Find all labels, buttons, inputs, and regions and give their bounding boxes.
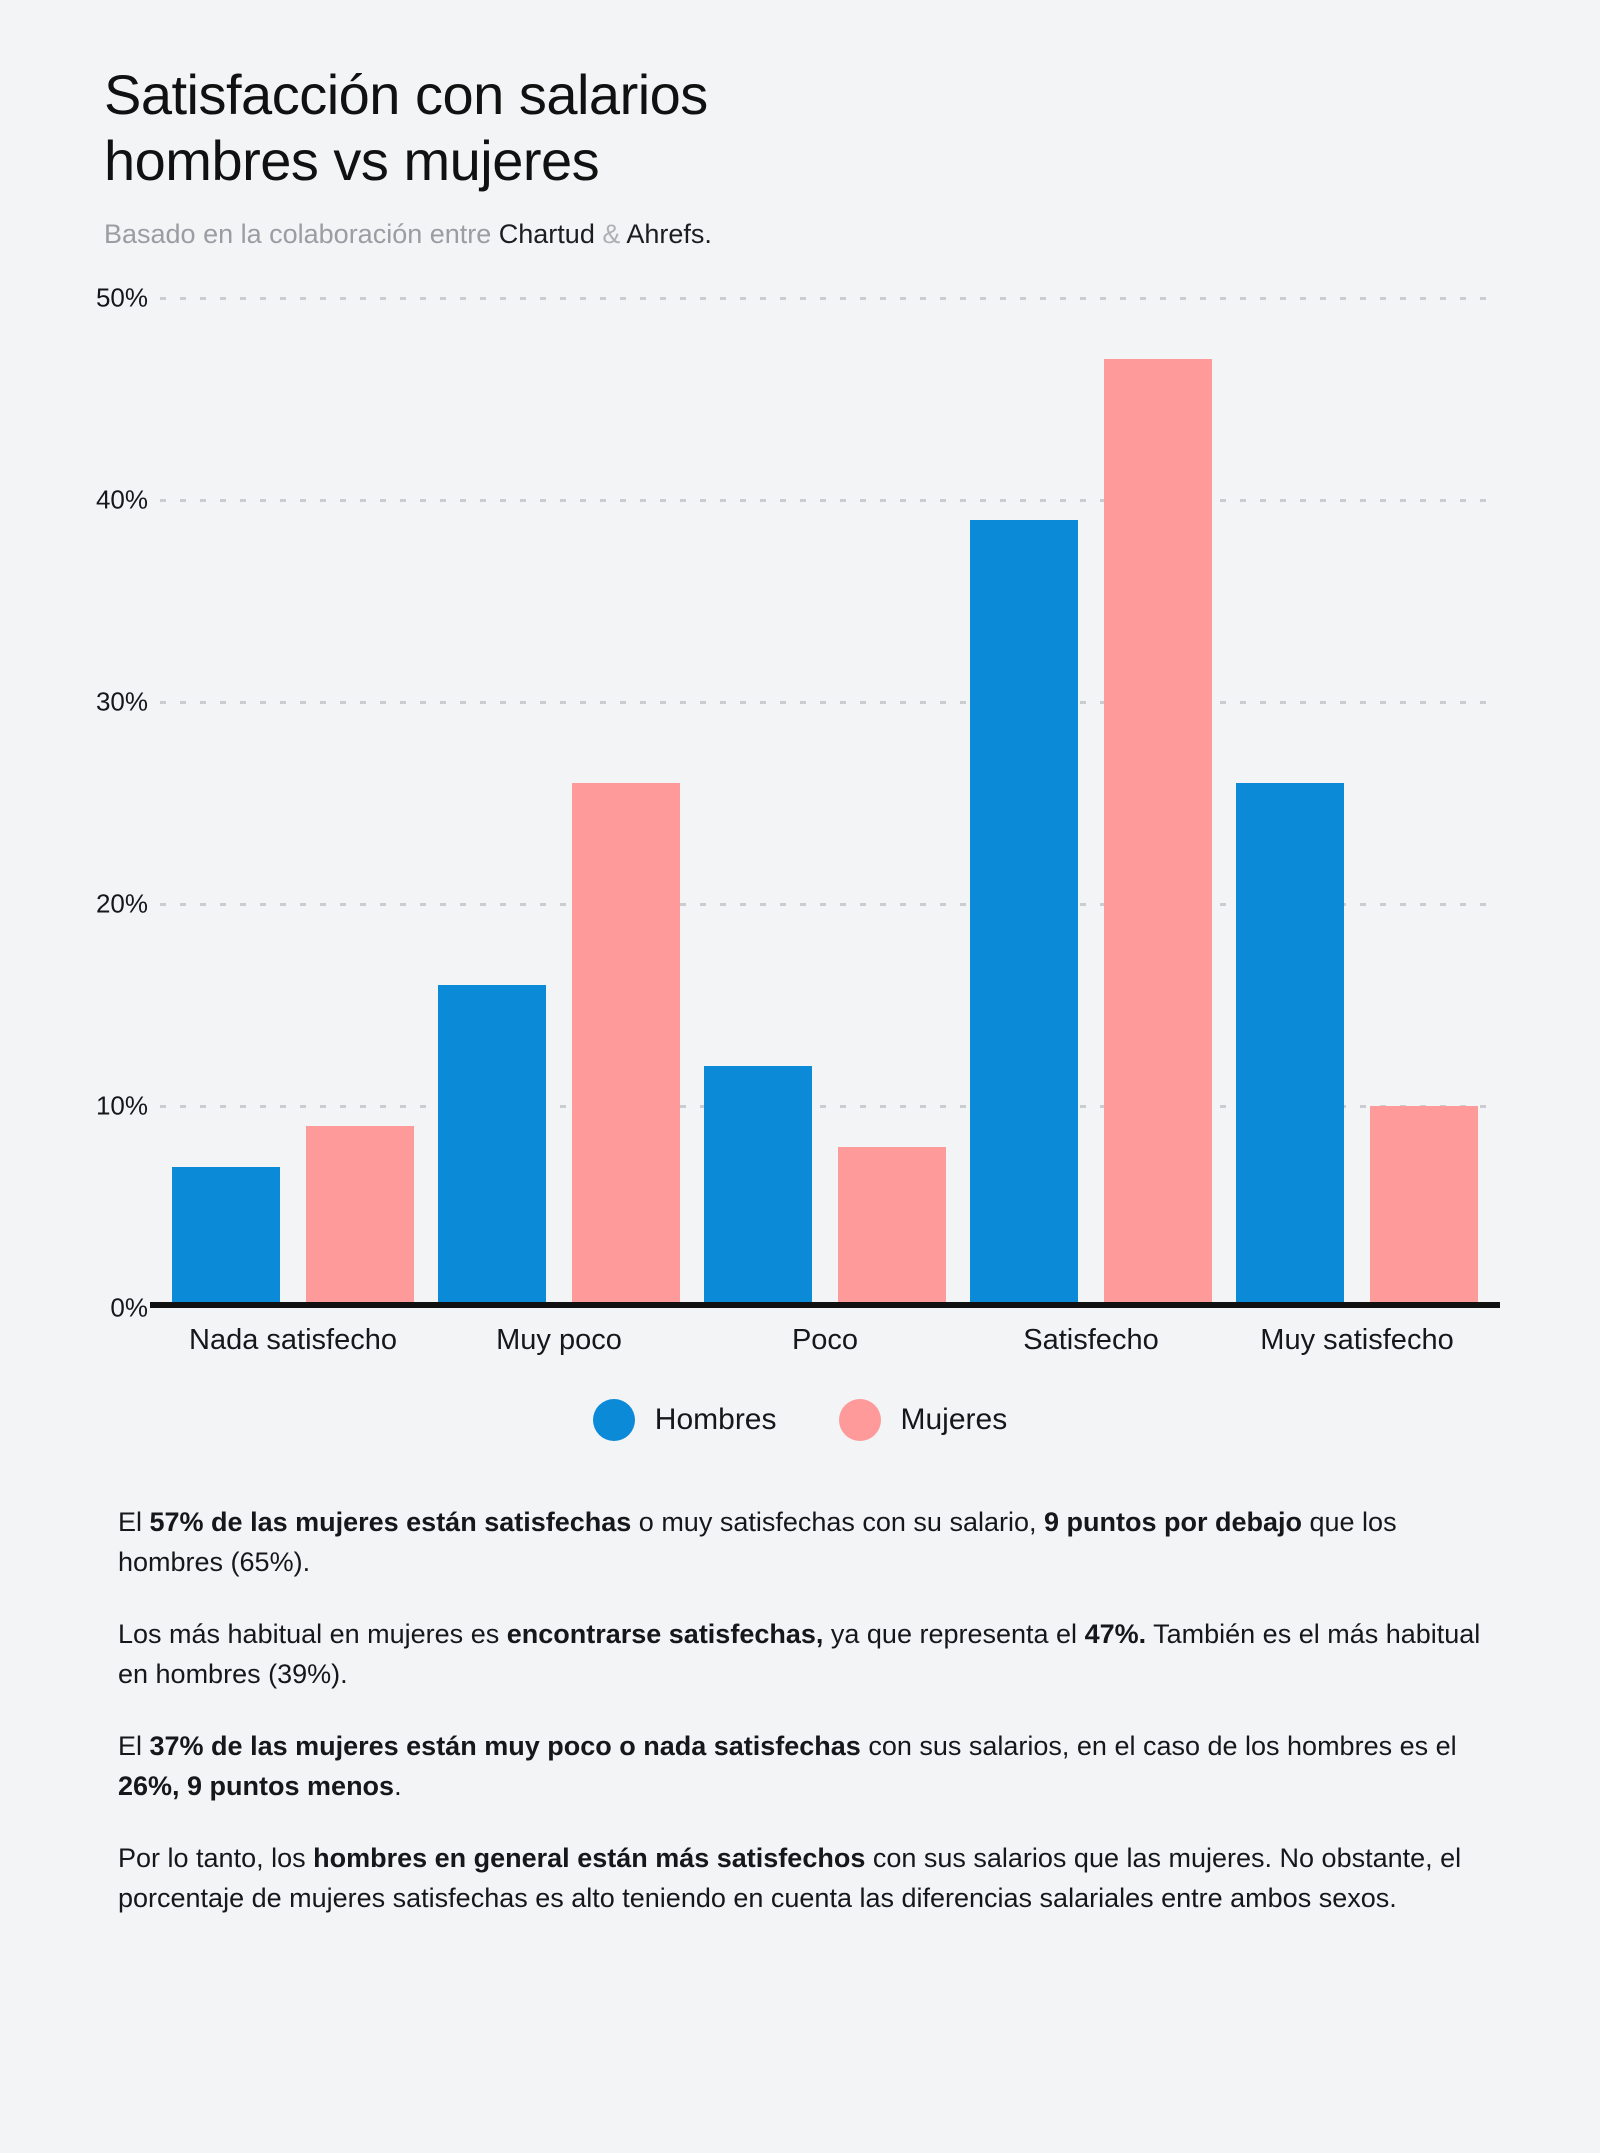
gridline bbox=[160, 499, 1490, 503]
legend-item-mujeres[interactable]: Mujeres bbox=[838, 1399, 1008, 1442]
legend-item-hombres[interactable]: Hombres bbox=[592, 1399, 777, 1442]
gridline bbox=[160, 701, 1490, 705]
narrative-text: ya que representa el bbox=[823, 1619, 1085, 1650]
y-axis-tick-label: 50% bbox=[95, 282, 148, 313]
y-axis-tick-label: 30% bbox=[95, 686, 148, 717]
narrative-text: También es el más habitual en hombres (3… bbox=[118, 1619, 1481, 1689]
narrative-text: con sus salarios, en el caso de los homb… bbox=[860, 1730, 1457, 1761]
narrative-paragraph: Los más habitual en mujeres es encontrar… bbox=[118, 1615, 1482, 1695]
bar-hombres[interactable] bbox=[438, 984, 546, 1309]
narrative-text: que los hombres (65%). bbox=[118, 1507, 1397, 1578]
chart-subtitle: Basado en la colaboración entre Chartud … bbox=[104, 217, 1490, 252]
narrative-emphasis: hombres en general están más satisfechos bbox=[313, 1842, 866, 1873]
legend-item-label: Mujeres bbox=[900, 1403, 1008, 1437]
bar-mujeres[interactable] bbox=[838, 1146, 946, 1309]
x-axis-category-label: Nada satisfecho bbox=[189, 1324, 397, 1357]
subtitle-prefix: Basado en la colaboración entre bbox=[104, 219, 499, 250]
bar-group bbox=[692, 298, 958, 1309]
narrative-text-block: El 57% de las mujeres están satisfechas … bbox=[0, 1503, 1600, 1919]
bar-mujeres[interactable] bbox=[1370, 1106, 1478, 1309]
narrative-text: El bbox=[118, 1507, 150, 1538]
gridline bbox=[160, 1105, 1490, 1109]
subtitle-brand-ahrefs: Ahrefs. bbox=[626, 219, 712, 250]
bar-hombres[interactable] bbox=[970, 520, 1078, 1309]
bar-mujeres[interactable] bbox=[1104, 358, 1212, 1309]
gridline bbox=[160, 903, 1490, 907]
bar-mujeres[interactable] bbox=[572, 782, 680, 1309]
bar-group bbox=[958, 298, 1224, 1309]
subtitle-brand-chartud: Chartud bbox=[498, 219, 595, 250]
narrative-text: o muy satisfechas con su salario, bbox=[631, 1507, 1044, 1538]
legend-swatch-circle-icon bbox=[838, 1399, 881, 1442]
narrative-text: Los más habitual en mujeres es bbox=[118, 1619, 507, 1650]
bar-hombres[interactable] bbox=[1236, 782, 1344, 1309]
narrative-emphasis: 47%. bbox=[1084, 1619, 1147, 1650]
gridlines bbox=[160, 297, 1490, 1308]
chart-legend: Hombres Mujeres bbox=[0, 1399, 1600, 1442]
y-axis-tick-label: 10% bbox=[95, 1090, 148, 1121]
x-axis-category-label: Muy poco bbox=[496, 1324, 622, 1357]
narrative-emphasis: 57% de las mujeres están satisfechas bbox=[149, 1507, 632, 1538]
x-axis-category-labels: Nada satisfecho Muy poco Poco Satisfecho Muy… bbox=[0, 1324, 1600, 1357]
narrative-emphasis: 9 puntos por debajo bbox=[1043, 1507, 1302, 1538]
x-axis-category-label: Poco bbox=[791, 1324, 859, 1357]
narrative-text: Por lo tanto, los bbox=[118, 1842, 314, 1873]
bar-group bbox=[426, 298, 692, 1309]
narrative-emphasis: encontrarse satisfechas, bbox=[506, 1619, 824, 1650]
gridline bbox=[160, 297, 1490, 301]
narrative-emphasis: 37% de las mujeres están muy poco o nada… bbox=[149, 1730, 861, 1761]
narrative-paragraph: El 57% de las mujeres están satisfechas … bbox=[118, 1503, 1482, 1583]
x-axis-category-label: Satisfecho bbox=[1023, 1324, 1159, 1357]
legend-swatch-circle-icon bbox=[592, 1399, 635, 1442]
legend-item-label: Hombres bbox=[654, 1403, 777, 1437]
bar-chart-plot-area: 0% 10% 20% 30% 40% 50% bbox=[0, 283, 1600, 1323]
narrative-paragraph: El 37% de las mujeres están muy poco o n… bbox=[118, 1727, 1482, 1807]
page-title: Satisfacción con salarios hombres vs muj… bbox=[104, 63, 708, 192]
bar-group bbox=[160, 298, 426, 1309]
bar-hombres[interactable] bbox=[172, 1166, 280, 1309]
chart-header: Satisfacción con salarios hombres vs muj… bbox=[0, 0, 1600, 252]
bar-group bbox=[1224, 298, 1490, 1309]
y-axis-tick-label: 20% bbox=[95, 888, 148, 919]
narrative-text: con sus salarios que las mujeres. No obs… bbox=[118, 1842, 1462, 1913]
y-axis-tick-label: 0% bbox=[110, 1292, 148, 1323]
bar-mujeres[interactable] bbox=[306, 1126, 414, 1309]
y-axis-tick-label: 40% bbox=[95, 484, 148, 515]
narrative-emphasis: 26%, 9 puntos menos bbox=[118, 1770, 395, 1801]
bar-hombres[interactable] bbox=[704, 1065, 812, 1309]
narrative-paragraph: Por lo tanto, los hombres en general est… bbox=[118, 1839, 1482, 1919]
narrative-text: El bbox=[118, 1730, 150, 1761]
x-axis-category-label: Muy satisfecho bbox=[1260, 1324, 1454, 1357]
subtitle-ampersand: & bbox=[594, 219, 627, 250]
narrative-text: . bbox=[394, 1770, 402, 1801]
x-axis-line bbox=[150, 1302, 1500, 1309]
y-axis-tick-labels: 0% 10% 20% 30% 40% 50% bbox=[0, 283, 148, 1323]
bar-groups bbox=[160, 298, 1490, 1309]
